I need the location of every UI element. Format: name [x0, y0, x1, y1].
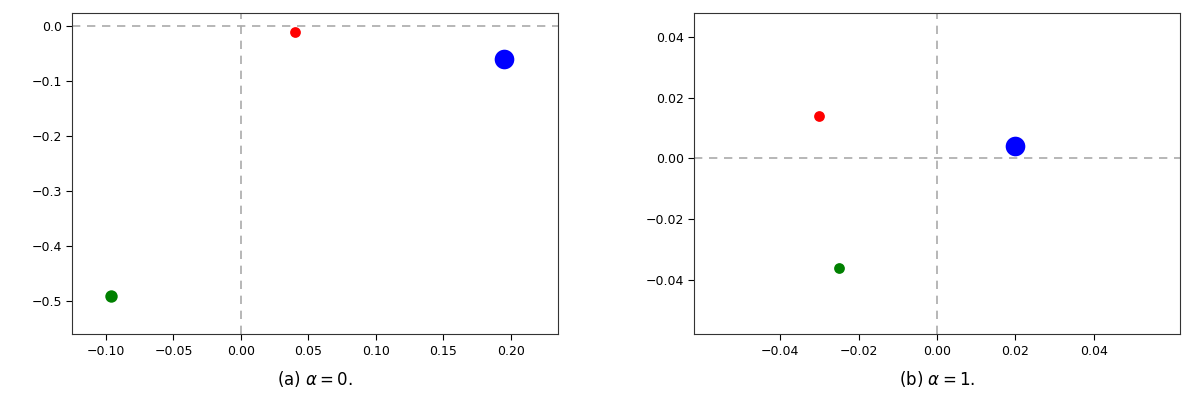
Point	[285, 28, 305, 35]
Point	[830, 264, 849, 271]
Point	[1005, 143, 1025, 150]
X-axis label: (a) $\alpha = 0$.: (a) $\alpha = 0$.	[277, 369, 353, 389]
Point	[495, 56, 514, 63]
Point	[810, 112, 830, 119]
X-axis label: (b) $\alpha = 1$.: (b) $\alpha = 1$.	[899, 369, 975, 389]
Point	[102, 293, 122, 299]
